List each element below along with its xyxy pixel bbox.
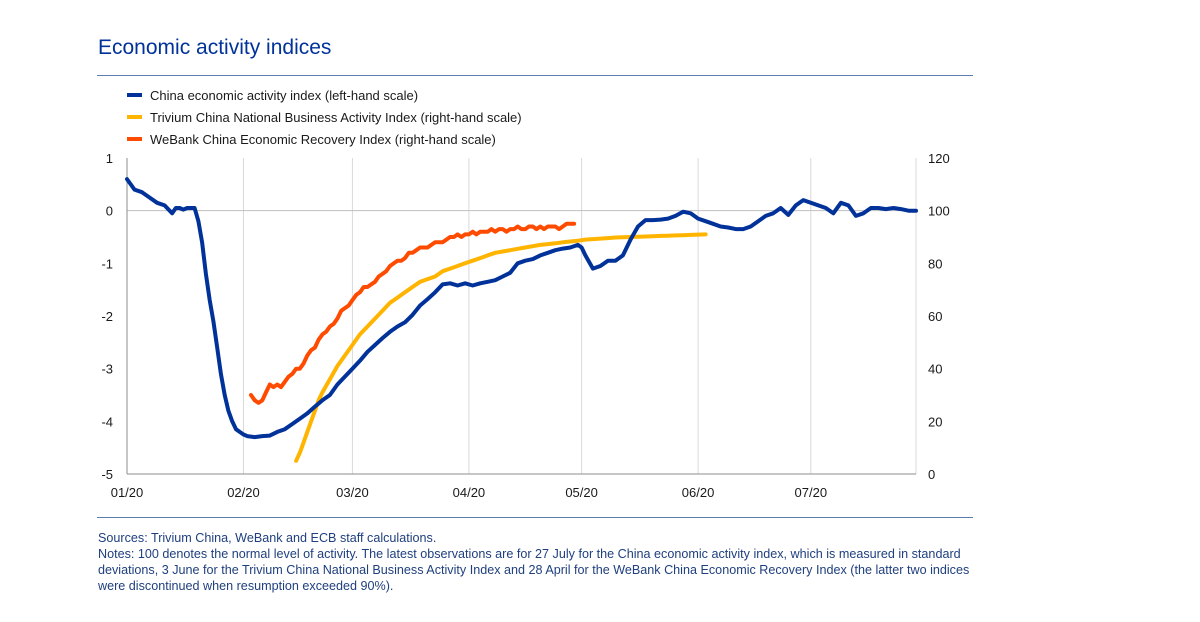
x-tick-label: 01/20 <box>111 485 144 500</box>
y-left-tick-label: 0 <box>106 204 113 219</box>
x-tick-label: 06/20 <box>682 485 715 500</box>
y-right-tick-label: 80 <box>928 256 942 271</box>
legend-label-china: China economic activity index (left-hand… <box>150 87 419 103</box>
y-right-tick-label: 60 <box>928 309 942 324</box>
y-right-tick-label: 120 <box>928 151 950 166</box>
y-left-tick-label: -3 <box>101 362 113 377</box>
x-tick-label: 04/20 <box>453 485 486 500</box>
legend-swatch-webank <box>127 137 142 141</box>
y-left-tick-label: -4 <box>101 414 113 429</box>
y-left-tick-label: -1 <box>101 256 113 271</box>
x-tick-label: 02/20 <box>227 485 260 500</box>
chart-title: Economic activity indices <box>98 36 332 59</box>
series-line-trivium <box>294 232 708 463</box>
series-line-china-activity <box>125 177 918 440</box>
notes-text: Notes: 100 denotes the normal level of a… <box>98 547 970 593</box>
legend-swatch-trivium <box>127 115 142 119</box>
y-left-tick-label: 1 <box>106 151 113 166</box>
x-tick-label: 05/20 <box>565 485 598 500</box>
legend-item-china: China economic activity index (left-hand… <box>127 84 522 106</box>
y-right-tick-label: 40 <box>928 362 942 377</box>
y-right-tick-label: 100 <box>928 204 950 219</box>
notes-block: Sources: Trivium China, WeBank and ECB s… <box>98 530 978 594</box>
legend-item-trivium: Trivium China National Business Activity… <box>127 106 522 128</box>
series-line-webank <box>249 221 577 405</box>
y-left-tick-label: -2 <box>101 309 113 324</box>
x-tick-label: 03/20 <box>336 485 369 500</box>
legend-label-trivium: Trivium China National Business Activity… <box>150 109 522 125</box>
top-rule <box>97 75 973 76</box>
y-right-tick-label: 0 <box>928 467 935 482</box>
sources-text: Sources: Trivium China, WeBank and ECB s… <box>98 531 437 545</box>
legend-swatch-china <box>127 93 142 97</box>
legend-item-webank: WeBank China Economic Recovery Index (ri… <box>127 128 522 150</box>
y-left-tick-label: -5 <box>101 467 113 482</box>
y-right-tick-label: 20 <box>928 414 942 429</box>
legend-label-webank: WeBank China Economic Recovery Index (ri… <box>150 131 496 147</box>
x-tick-label: 07/20 <box>795 485 828 500</box>
bottom-rule <box>97 517 973 518</box>
legend: China economic activity index (left-hand… <box>127 84 522 150</box>
